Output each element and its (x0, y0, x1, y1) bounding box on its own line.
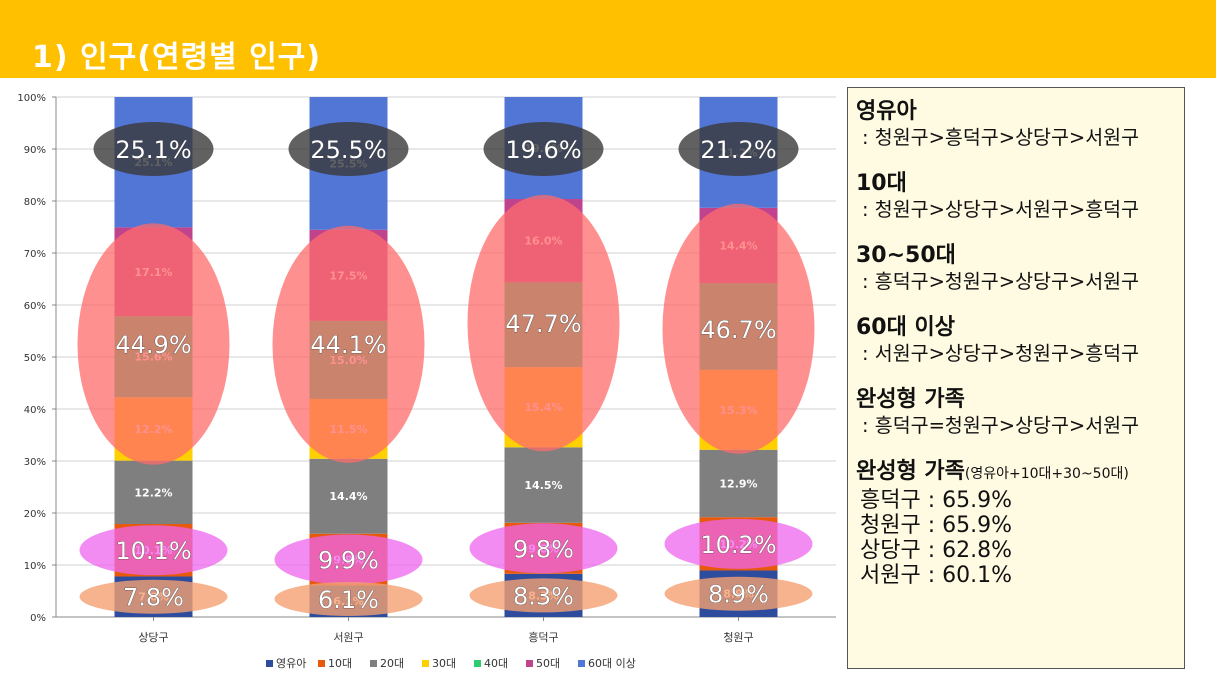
annotation-label: 44.1% (310, 331, 386, 359)
annotation-ellipse (272, 225, 425, 463)
annotation-ellipse (664, 576, 813, 611)
summary-60plus-title: 60대 이상 (856, 315, 955, 340)
bar-segment (699, 449, 778, 518)
annotation-label: 19.6% (505, 136, 581, 164)
segment-data-label: 14.5% (524, 479, 562, 492)
x-tick-label: 흥덕구 (528, 630, 558, 644)
summary-teens-title: 10대 (856, 171, 907, 196)
bar-segment (309, 458, 388, 534)
x-tick-label: 청원구 (723, 631, 753, 644)
y-tick-label: 20% (24, 509, 46, 520)
annotation-label: 46.7% (700, 316, 776, 344)
annotation-ellipse (274, 582, 423, 616)
segment-data-label: 14.4% (329, 490, 367, 503)
summary-family: 완성형 가족 : 흥덕구=청원구>상당구>서원구 (856, 386, 1176, 438)
summary-teens: 10대 : 청원구>상당구>서원구>흥덕구 (856, 170, 1176, 222)
legend-label: 30대 (432, 657, 456, 670)
summary-30-50: 30~50대 : 흥덕구>청원구>상당구>서원구 (856, 242, 1176, 294)
summary-infant-ranking: : 청원구>흥덕구>상당구>서원구 (862, 126, 1140, 149)
summary-30-50-title: 30~50대 (856, 243, 956, 268)
y-tick-label: 80% (24, 197, 46, 208)
summary-infant: 영유아 : 청원구>흥덕구>상당구>서원구 (856, 98, 1176, 150)
legend-swatch (578, 660, 585, 667)
annotation-label: 7.8% (123, 584, 184, 612)
annotation-ellipse (469, 523, 618, 574)
annotation-label: 6.1% (318, 586, 379, 614)
annotation-label: 25.1% (115, 136, 191, 164)
y-tick-label: 90% (24, 145, 46, 156)
annotation-label: 9.8% (513, 535, 574, 563)
bar-segment (114, 460, 193, 525)
legend-swatch (474, 660, 481, 667)
population-chart: 0% 10% 20% 30% 40% 50% 60% 70% 80% 90% 100% 상당구 서원구 흥… (17, 93, 836, 670)
y-tick-label: 100% (17, 93, 46, 104)
annotation-label: 8.9% (708, 581, 769, 609)
total-seowon: 서원구 : 60.1% (860, 563, 1013, 588)
annotation-label: 25.5% (310, 136, 386, 164)
summary-60plus-ranking: : 서원구>상당구>청원구>흥덕구 (862, 342, 1140, 365)
annotation-ellipse (467, 195, 620, 452)
total-sangdang: 상당구 : 62.8% (860, 538, 1013, 563)
summary-panel: 영유아 : 청원구>흥덕구>상당구>서원구 10대 : 청원구>상당구>서원구>… (847, 87, 1185, 669)
totals-title: 완성형 가족(영유아+10대+30~50대) (856, 458, 1176, 488)
annotation-ellipse (79, 579, 228, 614)
summary-teens-ranking: : 청원구>상당구>서원구>흥덕구 (862, 198, 1140, 221)
y-tick-label: 70% (24, 249, 46, 260)
totals-list: 흥덕구 : 65.9% 청원구 : 65.9% 상당구 : 62.8% 서원구 … (856, 488, 1176, 588)
annotation-label: 10.2% (700, 531, 776, 559)
summary-30-50-ranking: : 흥덕구>청원구>상당구>서원구 (862, 270, 1140, 293)
summary-60plus: 60대 이상 : 서원구>상당구>청원구>흥덕구 (856, 314, 1176, 366)
segment-data-label: 12.9% (719, 477, 757, 490)
legend-swatch (370, 660, 377, 667)
y-tick-label: 0% (30, 613, 46, 624)
y-tick-label: 50% (24, 353, 46, 364)
total-heungdeok: 흥덕구 : 65.9% (860, 488, 1013, 513)
legend-label: 10대 (328, 657, 352, 670)
annotation-label: 9.9% (318, 546, 379, 574)
annotation-ellipse (274, 534, 423, 585)
annotation-ellipse (93, 122, 214, 176)
annotation-ellipse (469, 578, 618, 613)
x-tick-label: 상당구 (138, 631, 168, 644)
annotation-ellipse (678, 122, 799, 176)
annotation-ellipse (483, 122, 604, 176)
legend-swatch (318, 660, 325, 667)
annotation-ellipse (77, 223, 230, 465)
annotation-label: 21.2% (700, 136, 776, 164)
annotation-label: 47.7% (505, 310, 581, 338)
legend-label: 60대 이상 (588, 657, 636, 670)
bar-segment (504, 447, 583, 523)
x-tick-label: 서원구 (333, 631, 363, 644)
summary-infant-title: 영유아 (856, 99, 917, 124)
y-tick-label: 30% (24, 457, 46, 468)
legend-label: 영유아 (276, 657, 306, 670)
summary-family-totals: 완성형 가족(영유아+10대+30~50대) 흥덕구 : 65.9% 청원구 :… (856, 458, 1176, 588)
annotation-ellipse (662, 203, 815, 454)
annotation-label: 8.3% (513, 582, 574, 610)
y-tick-label: 40% (24, 405, 46, 416)
segment-data-label: 12.2% (134, 486, 172, 499)
summary-family-title: 완성형 가족 (856, 387, 965, 412)
total-cheongwon: 청원구 : 65.9% (860, 513, 1013, 538)
legend-label: 50대 (536, 657, 560, 670)
legend-label: 40대 (484, 657, 508, 670)
y-tick-label: 60% (24, 301, 46, 312)
annotation-ellipse (664, 518, 813, 569)
totals-note: (영유아+10대+30~50대) (964, 466, 1129, 482)
annotation-label: 44.9% (115, 331, 191, 359)
summary-family-ranking: : 흥덕구=청원구>상당구>서원구 (862, 414, 1140, 437)
annotation-label: 10.1% (115, 537, 191, 565)
annotation-ellipse (288, 122, 409, 176)
page-title: 1) 인구(연령별 인구) (32, 40, 322, 75)
annotation-ellipse (79, 525, 228, 576)
legend-swatch (422, 660, 429, 667)
title-bar: 1) 인구(연령별 인구) (0, 0, 1216, 78)
legend-swatch (266, 660, 273, 667)
legend-swatch (526, 660, 533, 667)
totals-title-text: 완성형 가족 (856, 459, 965, 484)
legend-label: 20대 (380, 657, 404, 670)
y-tick-label: 10% (24, 561, 46, 572)
